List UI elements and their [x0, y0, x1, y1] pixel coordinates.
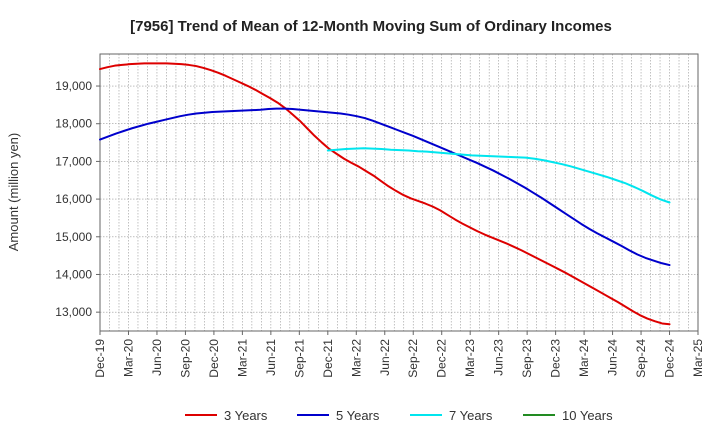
x-tick-label: Dec-24 [663, 339, 677, 378]
legend-label: 10 Years [562, 408, 613, 423]
x-axis: Dec-19 Mar-20 Jun-20 Sep-20 Dec-20 Mar-21 Jun-… [93, 331, 705, 378]
y-tick-label: 19,000 [55, 79, 92, 93]
x-tick-label: Mar-24 [577, 339, 591, 377]
x-tick-label: Dec-22 [435, 339, 449, 378]
x-tick-label: Dec-23 [549, 339, 563, 378]
x-tick-label: Dec-20 [207, 339, 221, 378]
y-tick-label: 18,000 [55, 117, 92, 131]
x-tick-label: Mar-23 [463, 339, 477, 377]
x-tick-label: Sep-20 [178, 339, 192, 378]
y-tick-label: 16,000 [55, 192, 92, 206]
x-tick-label: Dec-21 [321, 339, 335, 378]
x-tick-label: Mar-22 [349, 339, 363, 377]
x-tick-label: Jun-24 [606, 339, 620, 376]
y-tick-label: 13,000 [55, 305, 92, 319]
x-tick-label: Jun-23 [492, 339, 506, 376]
x-tick-label: Mar-21 [235, 339, 249, 377]
y-tick-label: 17,000 [55, 154, 92, 168]
x-tick-label: Sep-22 [406, 339, 420, 378]
legend-label: 7 Years [449, 408, 493, 423]
y-tick-label: 15,000 [55, 230, 92, 244]
legend: 3 Years 5 Years 7 Years 10 Years [185, 408, 613, 423]
grid-lines [100, 54, 698, 331]
series-lines [99, 62, 671, 326]
x-tick-label: Mar-25 [691, 339, 705, 377]
series-line-7-years [326, 147, 671, 204]
plot-area [99, 53, 699, 332]
y-tick-label: 14,000 [55, 267, 92, 281]
x-tick-label: Jun-21 [264, 339, 278, 376]
series-line-3-years [99, 62, 671, 326]
x-tick-label: Sep-23 [520, 339, 534, 378]
x-tick-label: Dec-19 [93, 339, 107, 378]
legend-label: 3 Years [224, 408, 268, 423]
y-axis: 13,000 14,000 15,000 16,000 17,000 18,000 19,0… [55, 79, 100, 319]
chart-title: [7956] Trend of Mean of 12-Month Moving … [130, 18, 612, 35]
legend-label: 5 Years [336, 408, 380, 423]
x-tick-label: Sep-21 [292, 339, 306, 378]
y-axis-label: Amount (million yen) [6, 133, 21, 252]
x-tick-label: Jun-20 [150, 339, 164, 376]
series-line-5-years [99, 107, 671, 267]
x-tick-label: Mar-20 [121, 339, 135, 377]
x-tick-label: Jun-22 [378, 339, 392, 376]
x-tick-label: Sep-24 [634, 339, 648, 378]
